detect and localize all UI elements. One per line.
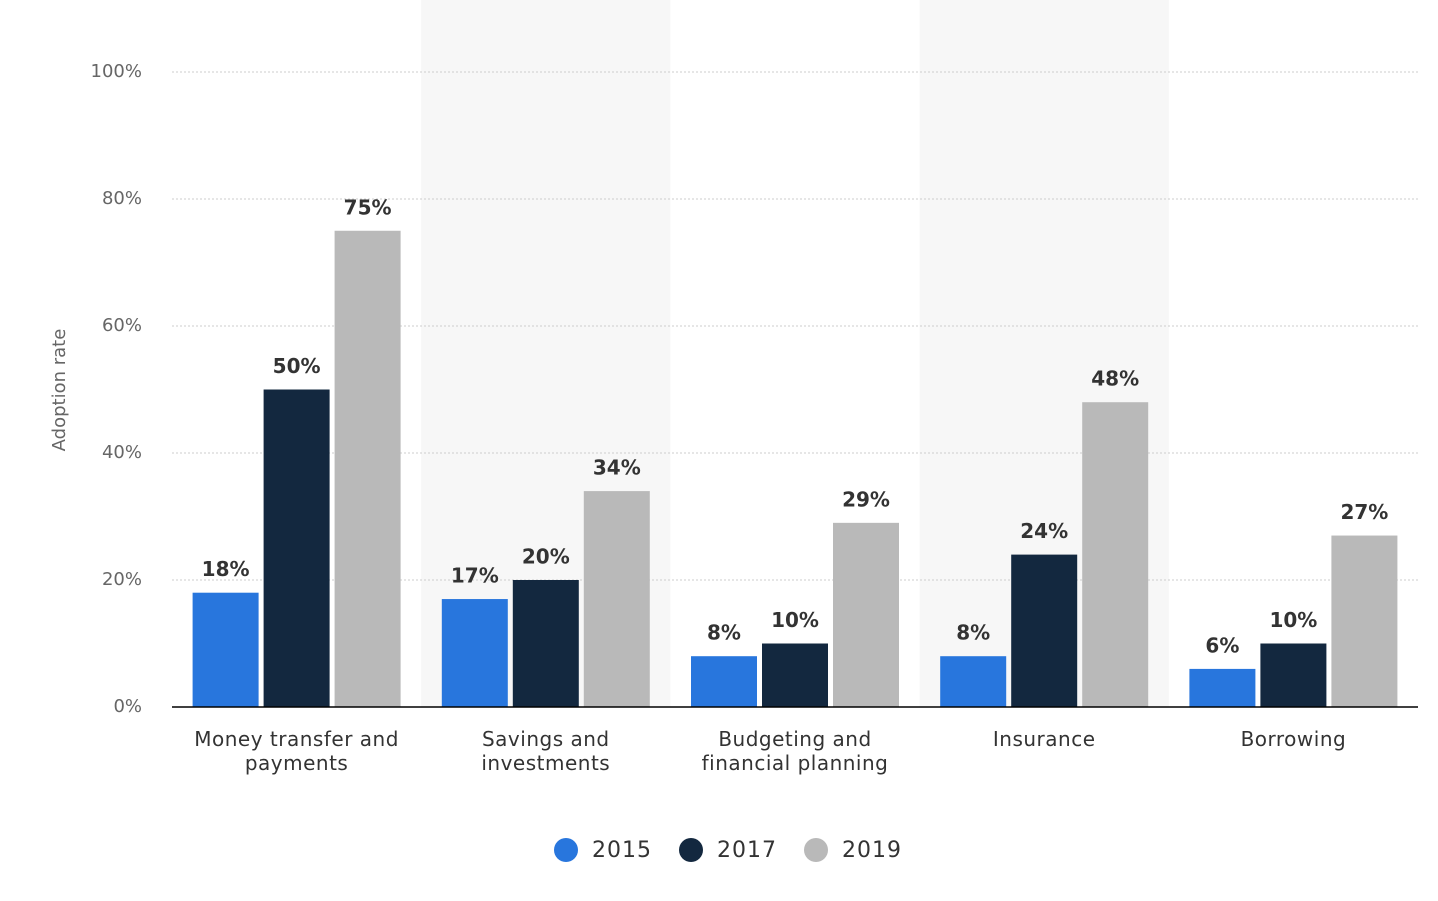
- legend-marker: [804, 838, 828, 862]
- legend-marker: [554, 838, 578, 862]
- data-label: 8%: [707, 621, 741, 645]
- y-tick-label: 40%: [102, 442, 142, 463]
- legend-marker: [679, 838, 703, 862]
- bar: [940, 656, 1007, 707]
- data-label: 24%: [1020, 519, 1068, 543]
- x-tick-label: Insurance: [992, 727, 1096, 751]
- data-label: 48%: [1091, 367, 1139, 391]
- bar: [691, 656, 757, 707]
- bar: [762, 643, 828, 707]
- x-tick-label: Borrowing: [1240, 727, 1347, 751]
- x-tick-label: Money transfer and payments: [194, 727, 399, 775]
- bar: [1011, 554, 1078, 707]
- data-label: 29%: [842, 487, 890, 511]
- data-label: 34%: [593, 456, 641, 480]
- data-label: 10%: [771, 608, 819, 632]
- data-label: 27%: [1340, 500, 1388, 524]
- bar: [833, 522, 899, 707]
- bar: [1260, 643, 1327, 707]
- y-tick-label: 0%: [113, 696, 142, 717]
- legend-label: 2015: [592, 838, 652, 863]
- y-tick-label: 80%: [102, 188, 142, 209]
- legend-label: 2017: [717, 838, 777, 863]
- data-label: 20%: [522, 545, 570, 569]
- bar: [441, 599, 508, 707]
- bar: [192, 592, 259, 707]
- x-tick-label: Savings and investments: [481, 727, 611, 775]
- legend-label: 2019: [842, 838, 902, 863]
- data-label: 75%: [344, 195, 392, 219]
- bar: [1331, 535, 1398, 707]
- x-tick-label: Budgeting and financial planning: [701, 727, 889, 775]
- data-label: 18%: [202, 557, 250, 581]
- y-tick-label: 20%: [102, 569, 142, 590]
- bar: [512, 580, 579, 707]
- data-label: 8%: [956, 621, 990, 645]
- bar: [1082, 402, 1149, 707]
- data-label: 17%: [451, 564, 499, 588]
- y-tick-label: 60%: [102, 315, 142, 336]
- bar: [263, 389, 330, 707]
- y-axis-title: Adoption rate: [49, 329, 70, 452]
- bar: [1189, 668, 1256, 707]
- data-label: 50%: [273, 354, 321, 378]
- y-tick-label: 100%: [91, 61, 142, 82]
- bar: [583, 491, 650, 707]
- bar: [334, 230, 401, 707]
- data-label: 6%: [1205, 633, 1239, 657]
- data-label: 10%: [1269, 608, 1317, 632]
